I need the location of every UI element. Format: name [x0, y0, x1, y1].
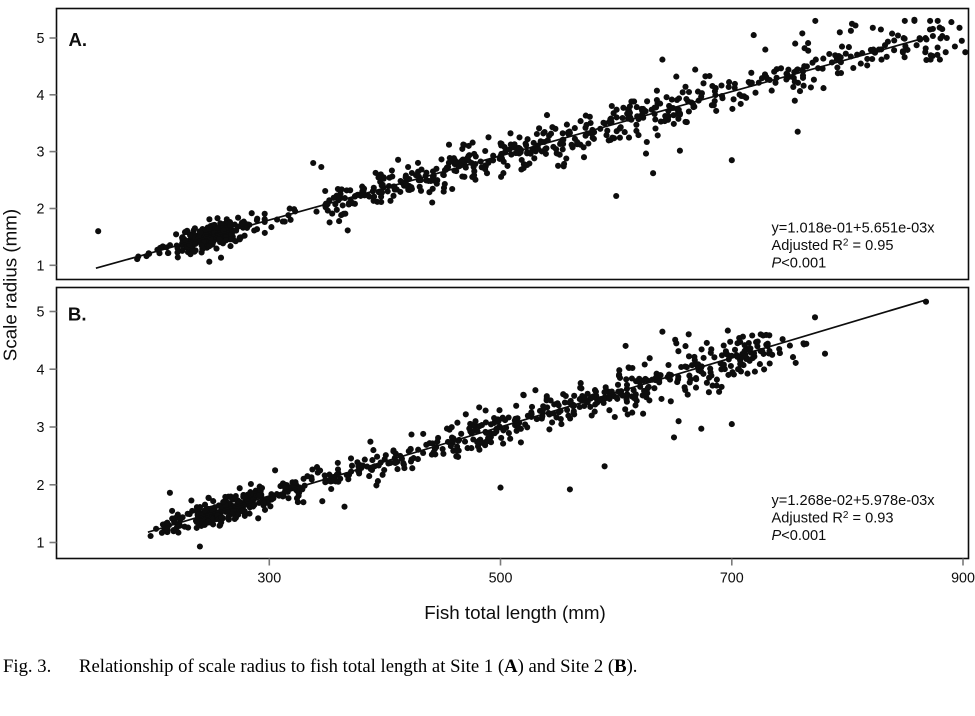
svg-text:y=1.268e-02+5.978e-03x: y=1.268e-02+5.978e-03x: [772, 493, 936, 509]
svg-text:3: 3: [37, 420, 45, 436]
svg-text:1: 1: [37, 536, 45, 552]
svg-text:2: 2: [37, 478, 45, 494]
svg-text:y=1.018e-01+5.651e-03x: y=1.018e-01+5.651e-03x: [772, 221, 936, 237]
svg-text:A.: A.: [69, 29, 88, 50]
svg-text:1: 1: [37, 258, 45, 274]
svg-text:500: 500: [489, 570, 513, 586]
svg-text:5: 5: [37, 305, 45, 321]
svg-text:P<0.001: P<0.001: [772, 528, 827, 544]
svg-text:Adjusted R2 = 0.93: Adjusted R2 = 0.93: [772, 510, 894, 527]
svg-text:Scale radius (mm): Scale radius (mm): [0, 209, 21, 361]
svg-text:2: 2: [37, 202, 45, 218]
svg-text:3: 3: [37, 145, 45, 161]
svg-text:Relationship of scale radius t: Relationship of scale radius to fish tot…: [79, 656, 637, 677]
svg-text:B.: B.: [68, 303, 87, 324]
svg-text:4: 4: [37, 88, 45, 104]
svg-text:4: 4: [37, 362, 45, 378]
svg-text:Fish total length (mm): Fish total length (mm): [424, 602, 606, 623]
svg-text:700: 700: [720, 570, 744, 586]
svg-text:900: 900: [951, 570, 975, 586]
svg-text:Fig. 3.: Fig. 3.: [3, 656, 51, 677]
svg-text:5: 5: [37, 31, 45, 47]
svg-text:P<0.001: P<0.001: [772, 256, 827, 272]
svg-text:300: 300: [257, 570, 281, 586]
svg-text:Adjusted R2 = 0.95: Adjusted R2 = 0.95: [772, 237, 894, 254]
